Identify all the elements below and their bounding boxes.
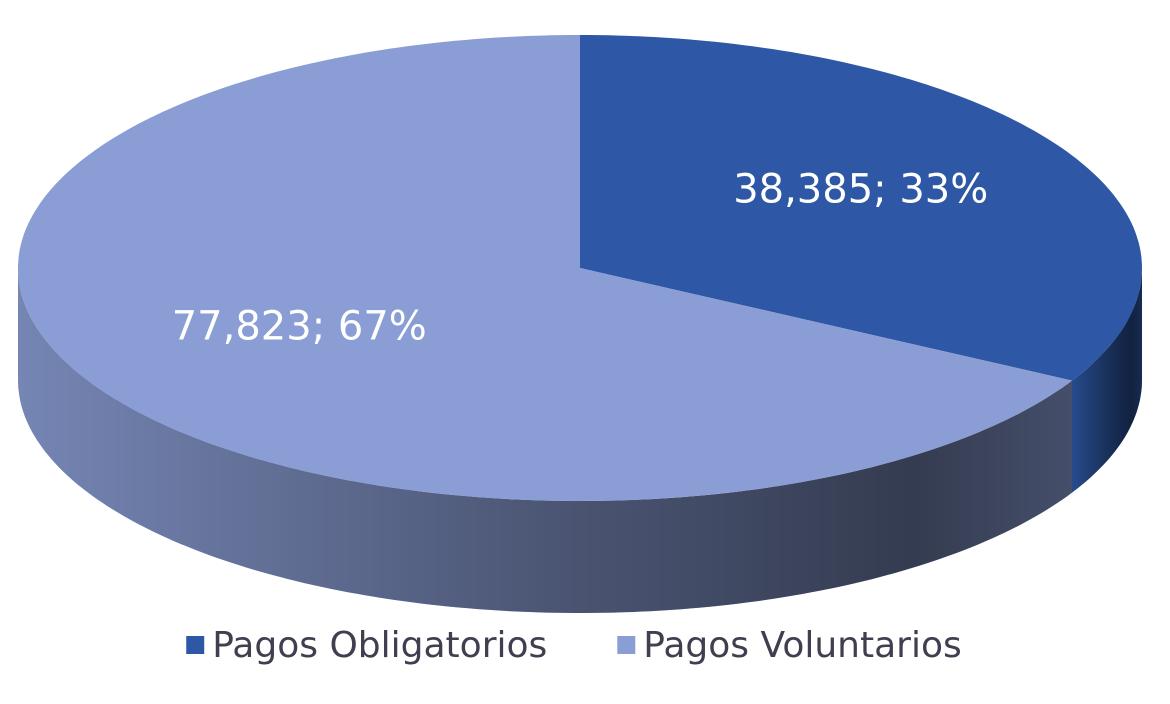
slice [580, 35, 1142, 381]
pie-tops [18, 35, 1142, 501]
slice [18, 35, 1072, 501]
legend: Pagos Obligatorios Pagos Voluntarios [186, 625, 962, 666]
value-labels: 38,385; 33% 77,823; 67% [172, 166, 989, 349]
legend-label: Pagos Obligatorios [212, 625, 547, 666]
legend-swatch [617, 636, 636, 654]
legend-label: Pagos Voluntarios [643, 625, 961, 666]
legend-swatch [186, 636, 205, 654]
value-label: 38,385; 33% [733, 166, 988, 212]
value-label: 77,823; 67% [172, 304, 427, 350]
